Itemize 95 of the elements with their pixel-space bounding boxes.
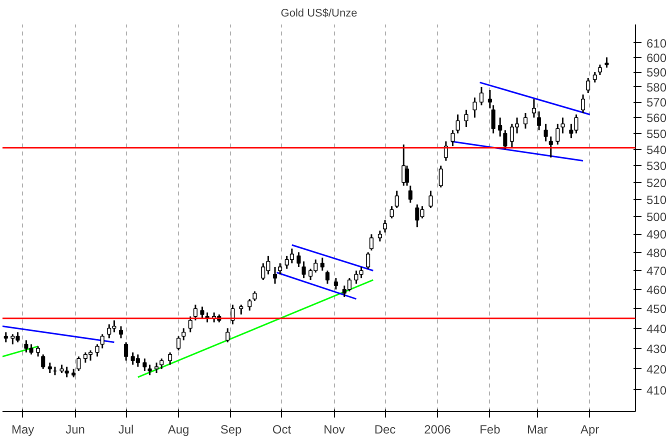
candlestick	[160, 358, 164, 370]
x-tick-label: Mar	[527, 422, 548, 436]
candlestick	[408, 184, 412, 204]
candlestick	[100, 333, 104, 350]
x-tick-label: Aug	[168, 422, 190, 436]
candlestick	[4, 331, 8, 344]
candlestick	[325, 270, 330, 284]
candlestick	[532, 98, 536, 118]
x-tick-label: Apr	[580, 422, 600, 436]
candlestick	[248, 298, 252, 312]
candlestick	[193, 304, 198, 322]
y-tick-label: 590	[646, 66, 667, 80]
y-tick-label: 470	[646, 264, 667, 278]
y-tick-label: 510	[646, 192, 667, 207]
candlestick	[556, 123, 560, 146]
y-tick-label: 500	[646, 210, 667, 224]
x-tick-label: May	[11, 422, 34, 436]
candlestick	[428, 190, 433, 209]
y-tick-label: 410	[646, 383, 667, 398]
y-tick-label: 480	[646, 246, 667, 260]
candlestick	[382, 219, 388, 234]
y-tick-label: 530	[646, 159, 667, 174]
candlestick	[226, 328, 230, 344]
candlestick	[36, 346, 40, 358]
candlestick	[252, 290, 257, 302]
candlestick	[296, 252, 301, 268]
candlestick	[378, 230, 382, 242]
candlestick	[479, 86, 484, 106]
x-tick-label: Sep	[220, 422, 242, 436]
candlestick	[278, 262, 282, 276]
candlestick	[369, 233, 374, 252]
candlestick	[148, 364, 152, 376]
candlestick	[456, 114, 460, 134]
y-tick-label: 430	[646, 342, 667, 356]
y-tick-label: 460	[646, 282, 667, 297]
candlestick	[239, 304, 244, 316]
candlestick	[560, 116, 565, 134]
candlestick	[366, 252, 370, 270]
x-tick-label: Dec	[374, 422, 396, 436]
y-tick-label: 570	[646, 96, 667, 110]
candlestick	[394, 190, 399, 209]
y-tick-label: 440	[646, 322, 667, 336]
candlestick	[390, 205, 394, 220]
candlestick	[503, 129, 508, 150]
candlestick	[95, 344, 100, 358]
y-tick-label: 520	[646, 176, 667, 190]
candlestick	[188, 316, 192, 333]
candlestick	[464, 109, 468, 128]
candlestick	[118, 326, 123, 339]
y-tick-label: 490	[646, 228, 667, 242]
x-tick-label: Jun	[66, 422, 85, 436]
candlestick	[320, 256, 324, 272]
y-tick-label: 580	[646, 80, 667, 94]
x-tick-label: Nov	[324, 422, 345, 436]
candlestick	[168, 352, 172, 366]
candlestick	[76, 356, 81, 372]
candlestick	[544, 123, 548, 142]
y-tick-label: 600	[646, 50, 667, 65]
candlestick	[200, 306, 204, 320]
candlestick	[404, 164, 410, 186]
y-tick-label: 450	[646, 302, 667, 316]
y-tick-label: 540	[646, 142, 667, 157]
candlestick	[498, 116, 502, 138]
candlestick	[438, 164, 443, 188]
y-tick-label: 560	[646, 111, 667, 126]
candlestick	[450, 129, 455, 147]
candlestick	[154, 362, 159, 374]
candlestick	[604, 56, 609, 68]
x-tick-label: Oct	[272, 422, 292, 436]
candlestick	[182, 328, 186, 341]
candlestick	[302, 260, 306, 279]
candlestick	[142, 358, 147, 372]
candlestick	[592, 71, 597, 84]
candlestick	[41, 354, 46, 370]
x-tick-label: Feb	[480, 422, 501, 436]
y-tick-label: 420	[646, 362, 667, 376]
candlestick	[124, 342, 128, 362]
candlestick	[48, 362, 52, 374]
candlestick	[472, 96, 477, 118]
chart-title: Gold US$/Unze	[280, 8, 358, 20]
candlestick	[586, 77, 590, 94]
candlestick	[581, 94, 586, 114]
x-tick-label: 2006	[424, 422, 452, 436]
candlestick	[334, 277, 338, 290]
candlestick	[176, 335, 181, 352]
candlestick	[523, 112, 528, 130]
candlestick	[488, 89, 492, 110]
candlestick	[598, 64, 602, 76]
x-tick-label: Jul	[118, 422, 134, 436]
candlestick	[537, 110, 542, 131]
y-tick-label: 610	[646, 36, 667, 50]
y-tick-label: 550	[646, 126, 667, 141]
candlestick	[548, 136, 553, 158]
candlestick	[272, 266, 278, 284]
candlestick	[491, 104, 496, 134]
